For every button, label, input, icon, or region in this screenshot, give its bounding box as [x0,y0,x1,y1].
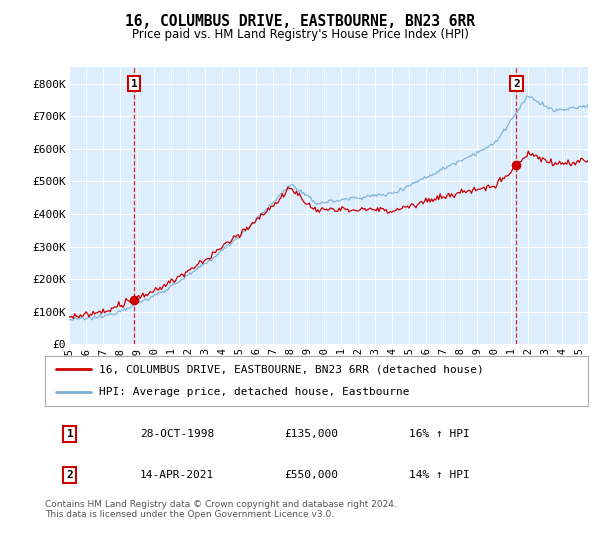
Text: 16, COLUMBUS DRIVE, EASTBOURNE, BN23 6RR: 16, COLUMBUS DRIVE, EASTBOURNE, BN23 6RR [125,14,475,29]
Text: £135,000: £135,000 [284,430,338,440]
Text: 2: 2 [513,78,520,88]
Text: 28-OCT-1998: 28-OCT-1998 [140,430,214,440]
Text: 2: 2 [67,470,73,480]
Text: 16% ↑ HPI: 16% ↑ HPI [409,430,470,440]
Text: £550,000: £550,000 [284,470,338,480]
Text: Contains HM Land Registry data © Crown copyright and database right 2024.
This d: Contains HM Land Registry data © Crown c… [45,500,397,519]
Text: 1: 1 [131,78,137,88]
Text: 14% ↑ HPI: 14% ↑ HPI [409,470,470,480]
Text: 16, COLUMBUS DRIVE, EASTBOURNE, BN23 6RR (detached house): 16, COLUMBUS DRIVE, EASTBOURNE, BN23 6RR… [100,364,484,374]
Text: 14-APR-2021: 14-APR-2021 [140,470,214,480]
Text: 1: 1 [67,430,73,440]
Text: HPI: Average price, detached house, Eastbourne: HPI: Average price, detached house, East… [100,388,410,398]
Text: Price paid vs. HM Land Registry's House Price Index (HPI): Price paid vs. HM Land Registry's House … [131,28,469,41]
